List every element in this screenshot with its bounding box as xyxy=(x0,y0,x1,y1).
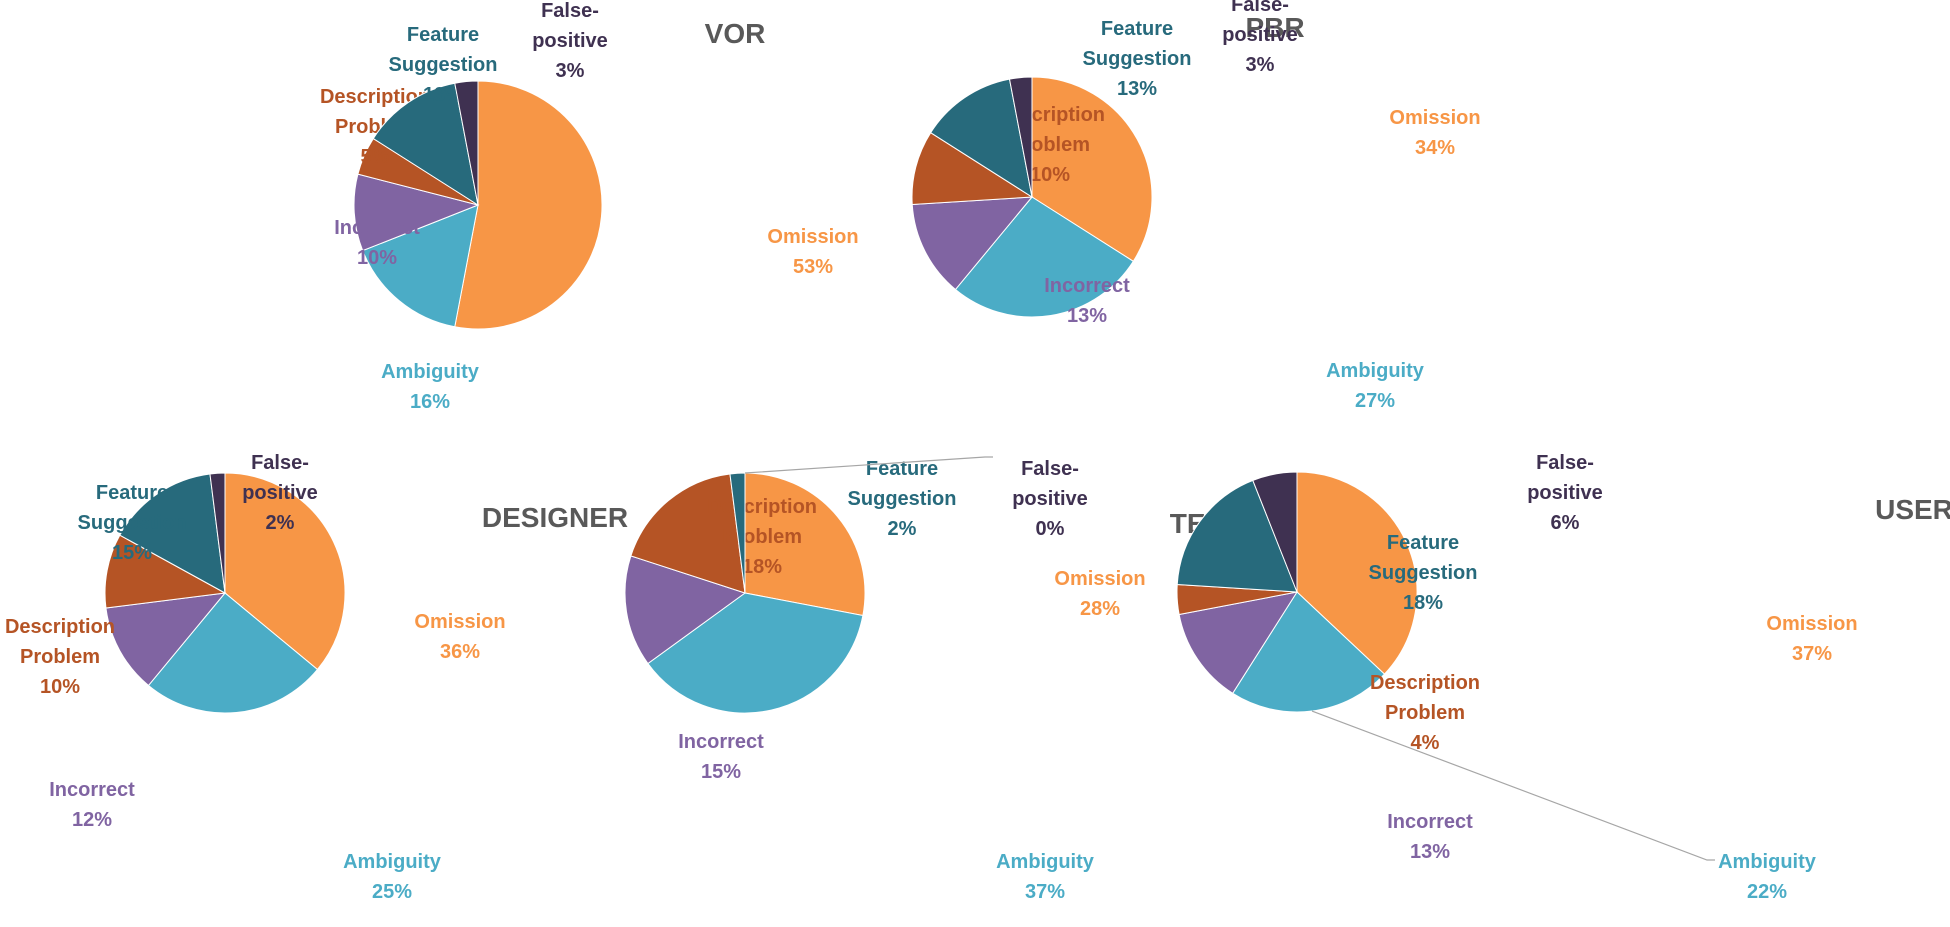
pie-slice-feature-suggestion xyxy=(929,78,1033,199)
pie-slice-feature-suggestion xyxy=(1176,479,1298,593)
pie-slice-omission xyxy=(224,472,346,671)
pie-slice-description-problem xyxy=(630,473,746,594)
pie-chart-designer: DESIGNER Omission 36% Ambiguity 25% Incorrect… xyxy=(5,452,628,903)
pie-slice-ambiguity xyxy=(954,196,1135,318)
slice-label-feature-suggestion: Feature Suggestion 18% xyxy=(1369,532,1478,614)
pie-slice-feature-suggestion xyxy=(729,472,746,594)
pie-slice-description-problem xyxy=(104,534,227,609)
slice-label-false-positive: False-positive 6% xyxy=(1527,452,1603,534)
slice-label-false-positive: False-positive 0% xyxy=(1012,458,1088,540)
pie-slice-incorrect xyxy=(105,592,227,687)
slice-label-ambiguity: Ambiguity 22% xyxy=(1718,851,1817,903)
slice-label-omission: Omission 34% xyxy=(1389,107,1480,159)
pie-slice-false-positive xyxy=(1252,471,1298,593)
pie-slice-false-positive xyxy=(209,472,226,594)
slice-label-omission: Omission 28% xyxy=(1054,568,1145,620)
slice-label-description-problem: Description Problem 10% xyxy=(5,616,115,698)
slice-label-ambiguity: Ambiguity 27% xyxy=(1326,360,1425,412)
slice-label-feature-suggestion: Feature Suggestion 15% xyxy=(78,482,187,564)
slice-label-feature-suggestion: Feature Suggestion 13% xyxy=(1083,18,1192,100)
leader-line-false-positive xyxy=(744,456,993,474)
slice-label-omission: Omission 36% xyxy=(414,611,505,663)
slice-label-false-positive: False-positive 3% xyxy=(532,0,608,82)
pie-slice-omission xyxy=(454,80,603,330)
pie-slice-description-problem xyxy=(911,132,1034,206)
leader-line-ambiguity xyxy=(1311,710,1715,861)
slice-label-ambiguity: Ambiguity 16% xyxy=(381,361,480,413)
pie-slice-false-positive xyxy=(1008,76,1033,198)
pie-slice-omission xyxy=(744,472,866,617)
pie-slice-feature-suggestion xyxy=(119,473,226,594)
pie-slice-feature-suggestion xyxy=(372,82,479,207)
slice-label-description-problem: Description Problem 4% xyxy=(1370,672,1480,754)
slice-label-incorrect: Incorrect 13% xyxy=(1387,811,1473,863)
slice-label-incorrect: Incorrect 15% xyxy=(678,731,764,783)
slice-label-false-positive: False-positive 2% xyxy=(242,452,318,534)
pie-slice-incorrect xyxy=(624,555,747,665)
pie-slice-omission xyxy=(1296,471,1418,675)
pie-chart-tester: TESTEROmission28%Ambiguity37%Incorrect15… xyxy=(624,456,1280,903)
chart-title: DESIGNER xyxy=(482,502,628,533)
pie-slice-omission xyxy=(1031,76,1153,262)
slice-label-feature-suggestion: Feature Suggestion 2% xyxy=(848,458,957,540)
pie-chart-user: USER Omission 37% Ambiguity 22% Incorrect 13% D… xyxy=(1176,452,1950,903)
pie-slice-ambiguity xyxy=(1232,591,1386,713)
slice-label-feature-suggestion: Feature Suggestion 13% xyxy=(389,24,498,106)
pie-slice-ambiguity xyxy=(362,204,479,328)
chart-title: USER xyxy=(1875,494,1950,525)
slice-label-incorrect: Incorrect 12% xyxy=(49,779,135,831)
slice-label-ambiguity: Ambiguity 37% xyxy=(996,851,1095,903)
pie-slice-ambiguity xyxy=(647,592,864,714)
pie-slice-false-positive xyxy=(454,80,479,206)
slice-label-incorrect: Incorrect 13% xyxy=(1044,275,1130,327)
pie-slice-incorrect xyxy=(1178,591,1299,695)
slice-label-omission: Omission 37% xyxy=(1766,613,1857,665)
slice-label-ambiguity: Ambiguity 25% xyxy=(343,851,442,903)
slice-label-omission: Omission 53% xyxy=(767,226,858,278)
slice-label-false-positive: False-positive 3% xyxy=(1222,0,1298,76)
pie-slice-incorrect xyxy=(911,196,1034,291)
slice-label-incorrect: Incorrect 10% xyxy=(334,217,420,269)
chart-title: VOR xyxy=(705,18,766,49)
pie-slice-ambiguity xyxy=(147,592,319,714)
pie-slice-incorrect xyxy=(353,173,480,252)
chart-title: PBR xyxy=(1245,12,1304,43)
